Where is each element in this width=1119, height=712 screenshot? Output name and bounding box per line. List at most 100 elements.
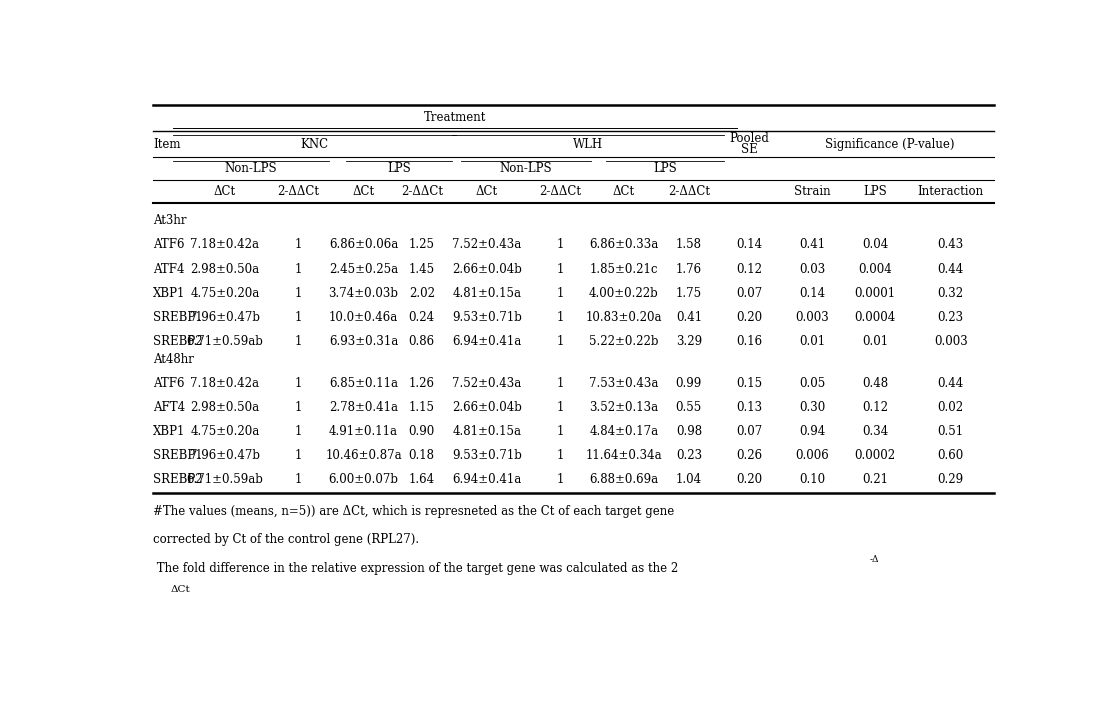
Text: 0.32: 0.32 <box>938 287 963 300</box>
Text: 6.00±0.07b: 6.00±0.07b <box>329 473 398 486</box>
Text: 0.44: 0.44 <box>938 263 963 276</box>
Text: ΔCt: ΔCt <box>170 585 190 594</box>
Text: Non-LPS: Non-LPS <box>225 162 278 175</box>
Text: LPS: LPS <box>387 162 411 175</box>
Text: 3.52±0.13a: 3.52±0.13a <box>590 401 658 414</box>
Text: 9.53±0.71b: 9.53±0.71b <box>452 311 521 324</box>
Text: 7.96±0.47b: 7.96±0.47b <box>190 311 260 324</box>
Text: 0.0004: 0.0004 <box>855 311 896 324</box>
Text: SE: SE <box>741 143 758 156</box>
Text: -Δ: -Δ <box>871 555 880 565</box>
Text: 0.0001: 0.0001 <box>855 287 896 300</box>
Text: #The values (means, n=5)) are ΔCt, which is represneted as the Ct of each target: #The values (means, n=5)) are ΔCt, which… <box>153 505 674 518</box>
Text: 1: 1 <box>557 311 564 324</box>
Text: 0.13: 0.13 <box>736 401 762 414</box>
Text: 0.60: 0.60 <box>938 449 963 462</box>
Text: 7.96±0.47b: 7.96±0.47b <box>190 449 260 462</box>
Text: 0.23: 0.23 <box>938 311 963 324</box>
Text: 6.71±0.59ab: 6.71±0.59ab <box>187 473 263 486</box>
Text: Pooled: Pooled <box>730 132 770 145</box>
Text: 5.22±0.22b: 5.22±0.22b <box>589 335 659 348</box>
Text: 1.45: 1.45 <box>408 263 435 276</box>
Text: 0.0002: 0.0002 <box>855 449 896 462</box>
Text: 0.94: 0.94 <box>799 425 825 438</box>
Text: 1: 1 <box>557 401 564 414</box>
Text: 1: 1 <box>557 425 564 438</box>
Text: 1.85±0.21c: 1.85±0.21c <box>590 263 658 276</box>
Text: 4.75±0.20a: 4.75±0.20a <box>190 287 260 300</box>
Text: 6.85±0.11a: 6.85±0.11a <box>329 377 398 389</box>
Text: ΔCt: ΔCt <box>352 185 375 199</box>
Text: 1.26: 1.26 <box>408 377 434 389</box>
Text: Interaction: Interaction <box>918 185 984 199</box>
Text: 4.84±0.17a: 4.84±0.17a <box>590 425 658 438</box>
Text: 0.15: 0.15 <box>736 377 762 389</box>
Text: 2.66±0.04b: 2.66±0.04b <box>452 263 521 276</box>
Text: 0.43: 0.43 <box>938 239 963 251</box>
Text: 6.71±0.59ab: 6.71±0.59ab <box>187 335 263 348</box>
Text: ΔCt: ΔCt <box>613 185 634 199</box>
Text: 0.48: 0.48 <box>863 377 888 389</box>
Text: 4.91±0.11a: 4.91±0.11a <box>329 425 398 438</box>
Text: AFT4: AFT4 <box>153 401 185 414</box>
Text: 0.10: 0.10 <box>799 473 825 486</box>
Text: Strain: Strain <box>793 185 830 199</box>
Text: 0.05: 0.05 <box>799 377 825 389</box>
Text: 1.64: 1.64 <box>408 473 435 486</box>
Text: 6.94±0.41a: 6.94±0.41a <box>452 473 521 486</box>
Text: 4.75±0.20a: 4.75±0.20a <box>190 425 260 438</box>
Text: 1: 1 <box>557 449 564 462</box>
Text: Significance (P-value): Significance (P-value) <box>826 137 955 151</box>
Text: 0.30: 0.30 <box>799 401 825 414</box>
Text: 1: 1 <box>557 263 564 276</box>
Text: 10.46±0.87a: 10.46±0.87a <box>326 449 402 462</box>
Text: 0.23: 0.23 <box>676 449 702 462</box>
Text: 6.94±0.41a: 6.94±0.41a <box>452 335 521 348</box>
Text: 1.58: 1.58 <box>676 239 702 251</box>
Text: 1: 1 <box>557 335 564 348</box>
Text: 1: 1 <box>557 287 564 300</box>
Text: 6.86±0.06a: 6.86±0.06a <box>329 239 398 251</box>
Text: 2.78±0.41a: 2.78±0.41a <box>329 401 398 414</box>
Text: 1: 1 <box>557 473 564 486</box>
Text: 0.07: 0.07 <box>736 425 763 438</box>
Text: 1.75: 1.75 <box>676 287 702 300</box>
Text: 0.003: 0.003 <box>934 335 968 348</box>
Text: 2.45±0.25a: 2.45±0.25a <box>329 263 398 276</box>
Text: 1: 1 <box>295 287 302 300</box>
Text: 1: 1 <box>295 335 302 348</box>
Text: 3.29: 3.29 <box>676 335 702 348</box>
Text: 1: 1 <box>295 425 302 438</box>
Text: 4.81±0.15a: 4.81±0.15a <box>452 287 521 300</box>
Text: At3hr: At3hr <box>153 214 187 227</box>
Text: 0.55: 0.55 <box>676 401 702 414</box>
Text: KNC: KNC <box>301 137 329 151</box>
Text: 1: 1 <box>295 449 302 462</box>
Text: 7.18±0.42a: 7.18±0.42a <box>190 239 260 251</box>
Text: ATF6: ATF6 <box>153 239 185 251</box>
Text: 2-ΔΔCt: 2-ΔΔCt <box>278 185 320 199</box>
Text: SREBP2: SREBP2 <box>153 473 203 486</box>
Text: 7.52±0.43a: 7.52±0.43a <box>452 377 521 389</box>
Text: 6.88±0.69a: 6.88±0.69a <box>590 473 658 486</box>
Text: ATF4: ATF4 <box>153 263 185 276</box>
Text: 0.02: 0.02 <box>938 401 963 414</box>
Text: 2-ΔΔCt: 2-ΔΔCt <box>401 185 443 199</box>
Text: 2.66±0.04b: 2.66±0.04b <box>452 401 521 414</box>
Text: 0.01: 0.01 <box>799 335 825 348</box>
Text: 1: 1 <box>295 473 302 486</box>
Text: 4.81±0.15a: 4.81±0.15a <box>452 425 521 438</box>
Text: 0.26: 0.26 <box>736 449 762 462</box>
Text: 0.003: 0.003 <box>796 311 829 324</box>
Text: 1: 1 <box>295 239 302 251</box>
Text: 1: 1 <box>557 377 564 389</box>
Text: 10.0±0.46a: 10.0±0.46a <box>329 311 398 324</box>
Text: 0.07: 0.07 <box>736 287 763 300</box>
Text: 2.98±0.50a: 2.98±0.50a <box>190 263 260 276</box>
Text: 0.14: 0.14 <box>799 287 825 300</box>
Text: LPS: LPS <box>653 162 677 175</box>
Text: 0.03: 0.03 <box>799 263 825 276</box>
Text: ΔCt: ΔCt <box>214 185 236 199</box>
Text: 0.98: 0.98 <box>676 425 702 438</box>
Text: 9.53±0.71b: 9.53±0.71b <box>452 449 521 462</box>
